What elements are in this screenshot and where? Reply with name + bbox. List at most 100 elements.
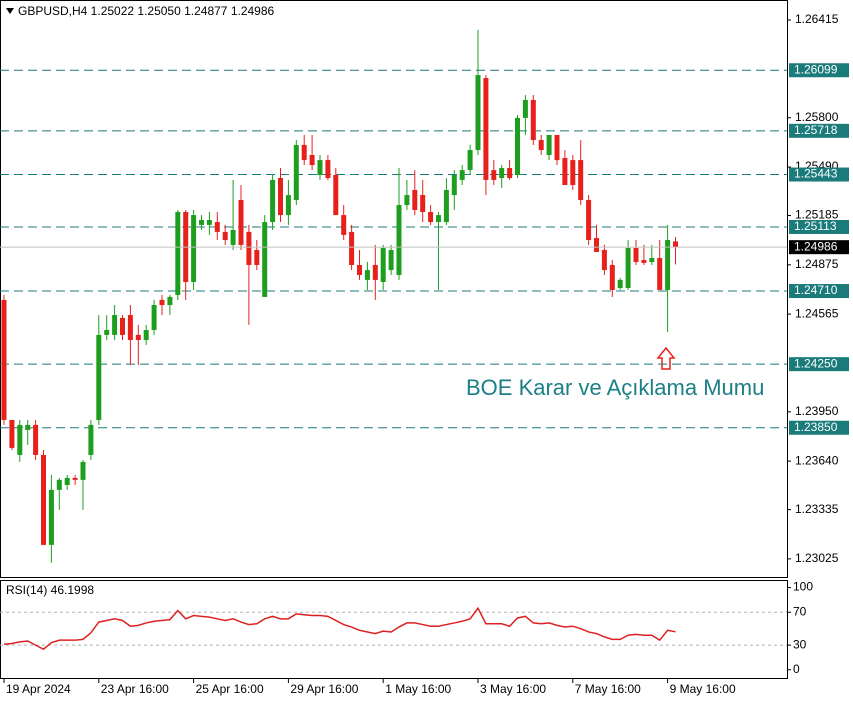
level-label: 1.24710 <box>794 283 838 297</box>
candle-body <box>499 168 505 179</box>
candle-body <box>483 78 489 180</box>
annotation-arrow <box>656 346 676 370</box>
candle-body <box>522 99 528 118</box>
candle-body <box>262 222 268 297</box>
candle-body <box>56 479 62 490</box>
candle-body <box>206 219 212 225</box>
candle-body <box>617 279 623 289</box>
candle-body <box>530 99 536 141</box>
candle-body <box>404 195 410 206</box>
candle-body <box>562 157 568 186</box>
candle-body <box>451 175 457 196</box>
candle-body <box>372 264 378 280</box>
candle-body <box>554 134 560 161</box>
candle-body <box>609 264 615 290</box>
y-tick-label: 1.24565 <box>795 306 839 320</box>
indicator-tick-label: 70 <box>793 604 807 618</box>
candle-body <box>64 477 70 485</box>
candle-body <box>665 240 671 290</box>
candle-body <box>570 160 576 186</box>
level-label: 1.25113 <box>794 219 837 233</box>
x-tick-label: 25 Apr 16:00 <box>196 682 264 696</box>
y-tick-label: 1.23025 <box>795 551 839 565</box>
candle-body <box>443 189 449 223</box>
level-box <box>789 167 849 182</box>
annotation: BOE Karar ve Açıklama Mumu <box>466 375 764 400</box>
candle-body <box>475 75 481 151</box>
candle-body <box>33 424 39 455</box>
candle-body <box>657 257 663 290</box>
candle-body <box>412 189 418 210</box>
indicator-tick-label: 30 <box>793 637 807 651</box>
candle-body <box>143 329 149 341</box>
candle-body <box>364 270 370 280</box>
candle-body <box>594 237 599 252</box>
candle-body <box>578 160 584 200</box>
candle-body <box>135 334 141 341</box>
candle-body <box>41 454 46 545</box>
candle-body <box>396 205 402 275</box>
candle-body <box>88 424 94 455</box>
candle-body <box>270 179 276 223</box>
y-tick-label: 1.25800 <box>795 110 839 124</box>
candle-body <box>222 231 228 241</box>
candle-body <box>293 144 299 200</box>
candle-body <box>673 241 678 248</box>
level-label: 1.26099 <box>794 62 838 76</box>
candle-body <box>633 247 639 262</box>
level-label: 1.25718 <box>794 123 838 137</box>
candle-body <box>191 215 197 282</box>
candle-body <box>1 299 7 420</box>
indicator-tick-label: 100 <box>793 580 813 594</box>
candle-body <box>278 178 283 216</box>
candle-body <box>467 150 473 171</box>
candle-body <box>341 215 347 235</box>
candle-body <box>420 195 426 213</box>
candle-body <box>151 305 157 330</box>
candle-body <box>333 175 339 216</box>
candle-body <box>17 424 23 455</box>
candle-body <box>428 212 434 223</box>
candle-body <box>436 215 441 223</box>
x-tick-label: 23 Apr 16:00 <box>101 682 169 696</box>
menu-triangle <box>6 8 14 14</box>
candle-body <box>127 315 133 341</box>
candle-body <box>104 329 110 335</box>
candle-body <box>159 299 165 306</box>
candle-body <box>230 230 236 245</box>
level-box <box>789 219 849 234</box>
candle-body <box>48 489 54 545</box>
current-price-label: 1.24986 <box>794 239 838 253</box>
candle-body <box>641 260 647 263</box>
level-label: 1.23850 <box>794 420 838 434</box>
level-box <box>789 123 849 138</box>
level-label: 1.25443 <box>794 167 838 181</box>
main-frame <box>0 0 788 578</box>
current-price-box <box>789 240 849 255</box>
candle-body <box>96 334 102 420</box>
candle-body <box>649 257 655 262</box>
x-tick-label: 3 May 16:00 <box>480 682 546 696</box>
y-tick-label: 1.23640 <box>795 453 839 467</box>
candle-body <box>491 170 497 180</box>
candle-body <box>357 264 362 275</box>
y-tick-label: 1.23950 <box>795 404 839 418</box>
candle-body <box>625 247 631 289</box>
candle-body <box>317 160 323 176</box>
candle-body <box>380 247 386 282</box>
candle-body <box>388 250 394 271</box>
candle-body <box>80 461 86 480</box>
y-tick-label: 1.23335 <box>795 502 839 516</box>
candle-body <box>112 315 118 335</box>
chart-header: GBPUSD,H4 1.25022 1.25050 1.24877 1.2498… <box>18 4 275 18</box>
indicator-tick-label: 0 <box>793 662 800 676</box>
level-box <box>789 63 849 78</box>
candle-body <box>199 219 204 225</box>
candle-body <box>254 250 260 265</box>
candle-body <box>349 231 355 265</box>
candle-body <box>301 144 307 161</box>
candle-body <box>25 424 31 430</box>
y-tick-label: 1.26415 <box>795 12 839 26</box>
candle-body <box>325 160 331 179</box>
